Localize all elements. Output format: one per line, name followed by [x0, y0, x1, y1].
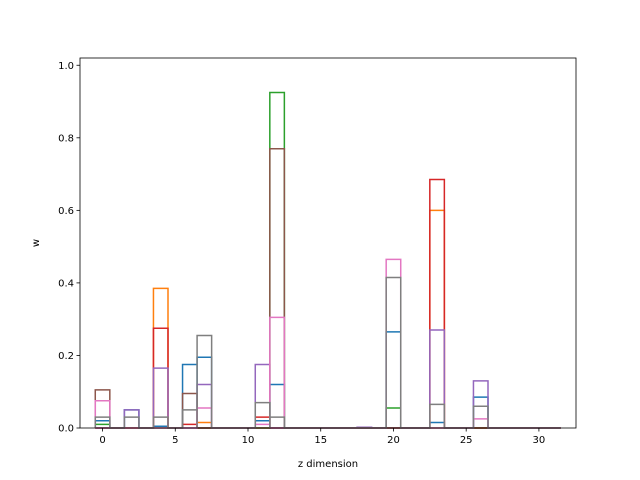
x-tick-label: 5	[172, 435, 178, 446]
y-axis-title: w	[31, 239, 42, 247]
x-tick-label: 15	[314, 435, 327, 446]
x-tick-label: 30	[533, 435, 546, 446]
plot-frame	[79, 57, 577, 429]
x-tick-label: 10	[242, 435, 255, 446]
y-tick-label: 0.0	[58, 424, 74, 435]
y-tick-label: 0.4	[58, 278, 74, 289]
y-tick-label: 0.2	[58, 351, 74, 362]
x-axis-title: z dimension	[298, 459, 358, 470]
x-tick-label: 0	[99, 435, 105, 446]
x-tick-label: 25	[460, 435, 473, 446]
y-axis-ticks: 0.0 0.2 0.4 0.6 0.8 1.0	[58, 61, 80, 435]
y-tick-label: 1.0	[58, 61, 74, 72]
y-tick-label: 0.6	[58, 206, 74, 217]
y-tick-label: 0.8	[58, 133, 74, 144]
x-tick-label: 20	[387, 435, 400, 446]
x-axis-ticks: 0 5 10 15 20 25 30	[99, 428, 545, 446]
